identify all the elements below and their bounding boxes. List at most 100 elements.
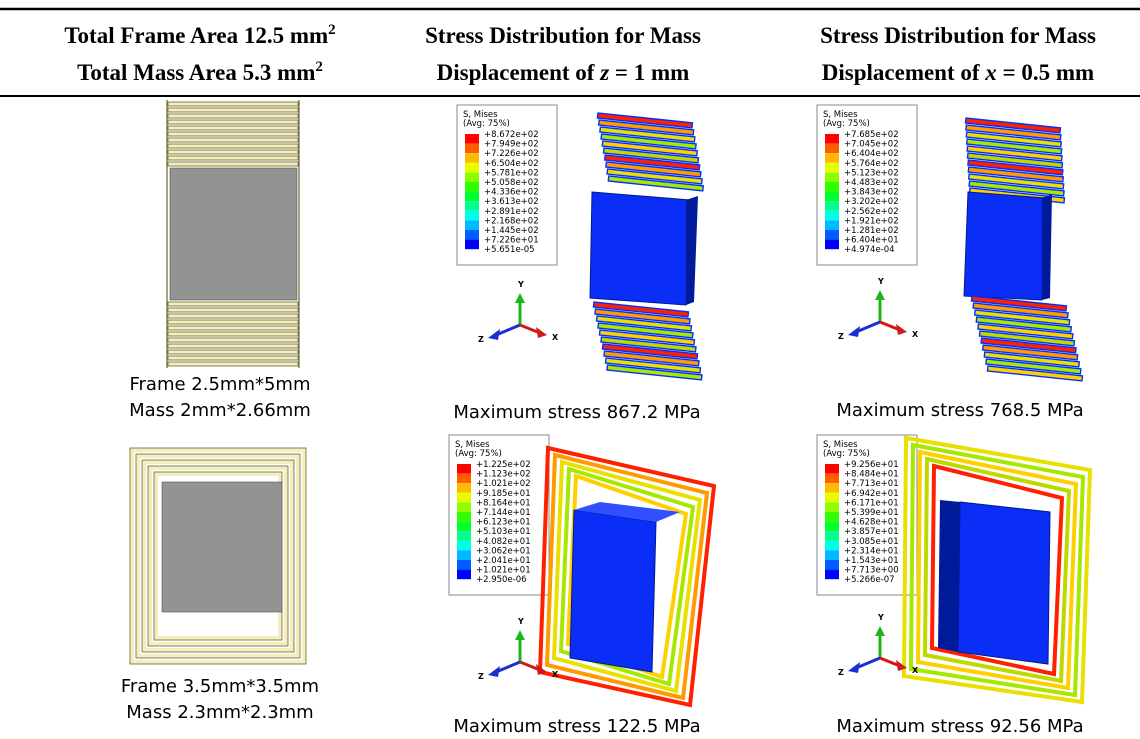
spring-beam [168,162,298,166]
header-text: Displacement of [822,60,986,85]
legend-band [457,464,471,474]
legend-band [825,153,839,163]
spring-beam [168,132,298,136]
legend-band [465,211,479,221]
design-image-square [130,448,306,664]
axis-label: X [912,330,919,339]
design-caption: Frame 3.5mm*3.5mm [121,676,319,697]
legend-value: +8.164e+01 [476,498,531,508]
legend-subtitle: (Avg: 75%) [455,449,502,459]
header-cell: Stress Distribution for Mass [425,23,701,48]
spring-beam [168,308,298,312]
deformed-springs [965,118,1064,203]
header-text: = 1 mm [609,60,689,85]
header-text: Total Mass Area 5.3 mm [77,60,315,85]
legend-value: +7.226e+01 [484,236,539,246]
design-image-rect [167,100,299,368]
header-cell: Total Mass Area 5.3 mm2 [77,59,323,85]
legend-subtitle: (Avg: 75%) [823,449,870,459]
stress-caption: Maximum stress 92.56 MPa [836,716,1083,737]
spring-beam [168,302,298,306]
spring-beam [168,108,298,112]
legend-value: +9.256e+01 [844,460,899,470]
legend-value: +7.226e+02 [484,149,539,159]
legend-value: +2.168e+02 [484,216,539,226]
stress-caption: Maximum stress 122.5 MPa [453,716,700,737]
legend-band [825,201,839,211]
axis-z-head [848,662,860,673]
design-caption: Mass 2mm*2.66mm [129,400,311,421]
legend-band [465,134,479,144]
header-text: Displacement of [437,60,601,85]
variable: x [984,60,997,85]
legend-value: +1.123e+02 [476,470,531,480]
spring-beam [168,144,298,148]
legend-band [825,182,839,192]
axis-label: X [552,333,559,342]
legend-band [465,182,479,192]
legend-band [825,541,839,551]
axis-y-head [875,290,885,300]
legend-value: +5.399e+01 [844,508,899,518]
axis-label: Z [838,668,844,677]
legend-band [465,172,479,182]
legend-value: +2.950e-06 [476,575,527,585]
legend-band [457,550,471,560]
spring-beam [168,114,298,118]
legend-band [825,144,839,154]
legend-value: +2.562e+02 [844,207,899,217]
legend-value: +7.144e+01 [476,508,531,518]
legend-band [825,483,839,493]
axis-y-head [515,293,525,303]
legend-value: +8.484e+01 [844,470,899,480]
design-caption: Mass 2.3mm*2.3mm [126,702,313,723]
deformed-springs [971,296,1082,381]
legend-value: +3.202e+02 [844,197,899,207]
legend-subtitle: (Avg: 75%) [463,119,510,129]
legend-value: +4.082e+01 [476,537,531,547]
legend-band [465,163,479,173]
legend-value: +5.266e-07 [844,575,895,585]
legend-value: +1.543e+01 [844,556,899,566]
spring-beam [168,356,298,360]
legend-band [465,220,479,230]
superscript: 2 [315,59,323,75]
spring-beam [168,156,298,160]
proof-mass [162,482,282,612]
legend-band [825,240,839,250]
legend-band [825,493,839,503]
spring-beam [168,344,298,348]
legend-band [457,541,471,551]
axis-z-head [848,326,860,337]
legend-band [825,172,839,182]
legend-band [465,144,479,154]
legend-band [457,502,471,512]
axis-z-head [488,329,500,340]
spring-beam [168,120,298,124]
legend-band [457,474,471,484]
legend-band [465,192,479,202]
legend-band [457,512,471,522]
variable: z [599,60,609,85]
axis-label: Z [478,672,484,681]
axis-label: Y [877,277,884,286]
legend-band [825,570,839,580]
axis-label: Y [877,613,884,622]
proof-mass [170,168,297,300]
legend-value: +5.651e-05 [484,245,535,255]
legend-band [825,502,839,512]
legend-value: +6.171e+01 [844,498,899,508]
proof-mass-side [1042,194,1052,300]
legend-subtitle: (Avg: 75%) [823,119,870,129]
legend-value: +7.713e+01 [844,479,899,489]
axis-triad: YZX [838,613,919,677]
legend-value: +6.404e+02 [844,149,899,159]
proof-mass-side [938,500,960,652]
legend-value: +6.942e+01 [844,489,899,499]
spring-beam [168,332,298,336]
spring-beam [168,326,298,330]
legend-value: +6.123e+01 [476,518,531,528]
legend-band [465,230,479,240]
axis-label: Y [517,280,524,289]
legend-value: +2.314e+01 [844,546,899,556]
